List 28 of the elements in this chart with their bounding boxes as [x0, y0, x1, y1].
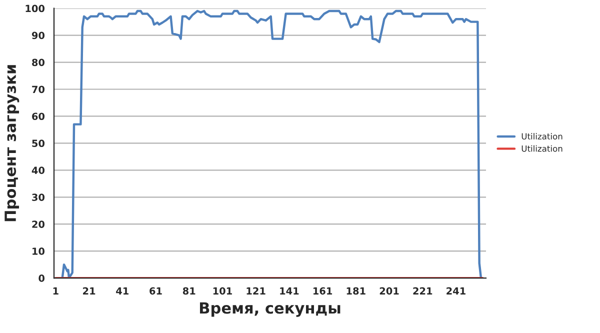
y-tick-label: 10 [32, 248, 45, 255]
y-tick-label: 50 [32, 140, 45, 148]
x-tick-label: 81 [182, 287, 196, 295]
x-tick-label: 41 [116, 287, 128, 294]
y-tick-label: 80 [32, 58, 45, 66]
x-tick-label: 1 [53, 287, 58, 294]
y-tick-label: 40 [32, 166, 45, 174]
x-tick-label: 21 [83, 287, 96, 294]
x-axis-title: Время, секунды [200, 302, 340, 317]
legend-label: Utilization [522, 145, 562, 152]
y-axis-title: Процент загрузки [4, 65, 20, 222]
x-tick-label: 181 [346, 287, 366, 295]
x-tick-label: 201 [380, 287, 399, 295]
x-tick-label: 121 [246, 287, 266, 294]
x-tick-label: 61 [150, 287, 162, 295]
x-tick-label: 141 [280, 287, 299, 294]
y-tick-label: 70 [32, 86, 45, 94]
y-tick-label: 20 [32, 220, 45, 228]
y-tick-label: 90 [32, 32, 45, 40]
x-tick-label: 221 [413, 287, 432, 294]
y-tick-label: 60 [32, 112, 45, 120]
x-tick-label: 101 [213, 287, 232, 295]
legend-label: Utilization [522, 133, 562, 140]
x-tick-label: 241 [446, 287, 466, 294]
y-tick-label: 30 [32, 194, 45, 201]
y-tick-label: 0 [38, 274, 45, 282]
y-tick-label: 100 [26, 4, 45, 12]
x-tick-label: 161 [313, 287, 332, 295]
